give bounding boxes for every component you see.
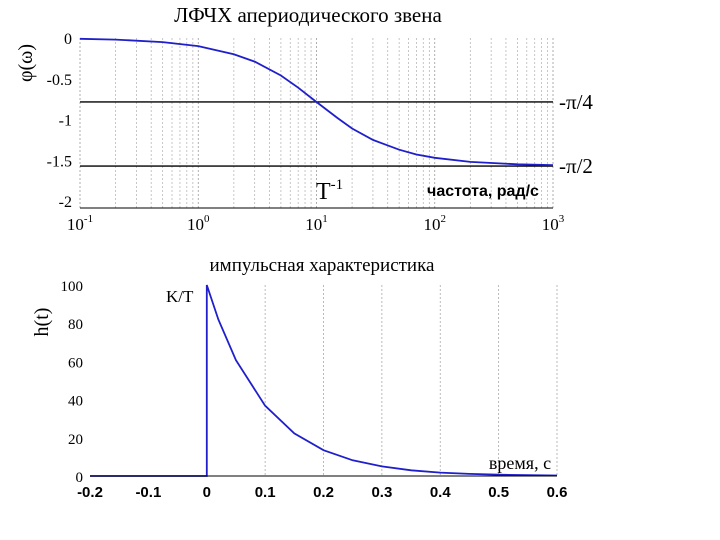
impulse-x-tick-label: 0.2 [313, 484, 334, 501]
impulse-chart: 0 20 40 60 80 100 -0.2 -0.1 0 0.1 0.2 0.3 0.4 0.5 0.6… [31, 255, 567, 501]
phase-y-axis-label: φ(ω) [15, 44, 37, 82]
phase-y-tick-label: -1.5 [47, 153, 72, 170]
phase-y-tick-label: -0.5 [47, 72, 72, 89]
impulse-x-tick-label: -0.2 [77, 484, 103, 501]
reference-line-label: -π/4 [559, 90, 593, 114]
phase-x-tick-label: 103 [542, 213, 565, 234]
impulse-x-tick-label: 0.5 [488, 484, 509, 501]
phase-y-tick-labels: 0 -0.5 -1 -1.5 -2 [47, 31, 72, 211]
impulse-y-tick-labels: 0 20 40 60 80 100 [61, 279, 84, 486]
phase-x-tick-labels: 10-1 100 101 102 103 [67, 213, 565, 234]
phase-annotation-base: T [316, 179, 331, 205]
impulse-x-tick-labels: -0.2 -0.1 0 0.1 0.2 0.3 0.4 0.5 0.6 [77, 484, 567, 501]
impulse-y-tick-label: 0 [76, 470, 84, 486]
impulse-x-tick-label: 0.3 [371, 484, 392, 501]
phase-x-tick-label: 100 [187, 213, 210, 234]
phase-chart: -π/4-π/2 0-0.5-1-1.5-2 10-1 100 101 102 103 … [15, 3, 593, 234]
impulse-y-tick-label: 100 [61, 279, 84, 295]
impulse-x-axis-label: время, с [489, 453, 551, 473]
impulse-y-tick-label: 20 [68, 432, 83, 448]
impulse-grid [264, 285, 558, 476]
impulse-x-tick-label: 0.1 [255, 484, 276, 501]
phase-y-tick-label: -1 [59, 113, 72, 130]
impulse-annotation-K-over-T: K/T [166, 287, 194, 306]
phase-grid [79, 38, 554, 208]
phase-chart-title: ЛФЧХ апериодического звена [174, 3, 442, 27]
impulse-x-tick-label: 0.6 [547, 484, 568, 501]
impulse-chart-title: импульсная характеристика [210, 255, 436, 276]
phase-y-tick-label: 0 [64, 31, 72, 48]
phase-x-tick-label: 101 [305, 213, 328, 234]
impulse-x-tick-label: -0.1 [135, 484, 161, 501]
reference-line-label: -π/2 [559, 154, 593, 178]
impulse-y-tick-label: 80 [68, 317, 83, 333]
phase-annotation-inverse-T: T-1 [316, 177, 343, 205]
phase-y-tick-label: -2 [59, 194, 72, 211]
phase-curve [79, 37, 554, 166]
impulse-y-tick-label: 40 [68, 394, 83, 410]
phase-x-tick-label: 102 [424, 213, 447, 234]
impulse-y-tick-label: 60 [68, 355, 83, 371]
phase-x-tick-label: 10-1 [67, 213, 93, 234]
impulse-x-tick-label: 0.4 [430, 484, 452, 501]
impulse-x-tick-label: 0 [203, 484, 211, 501]
phase-x-axis-label: частота, рад/с [427, 183, 539, 200]
phase-annotation-exp: -1 [331, 177, 344, 193]
impulse-curve [90, 284, 558, 477]
impulse-y-axis-label: h(t) [31, 308, 53, 337]
